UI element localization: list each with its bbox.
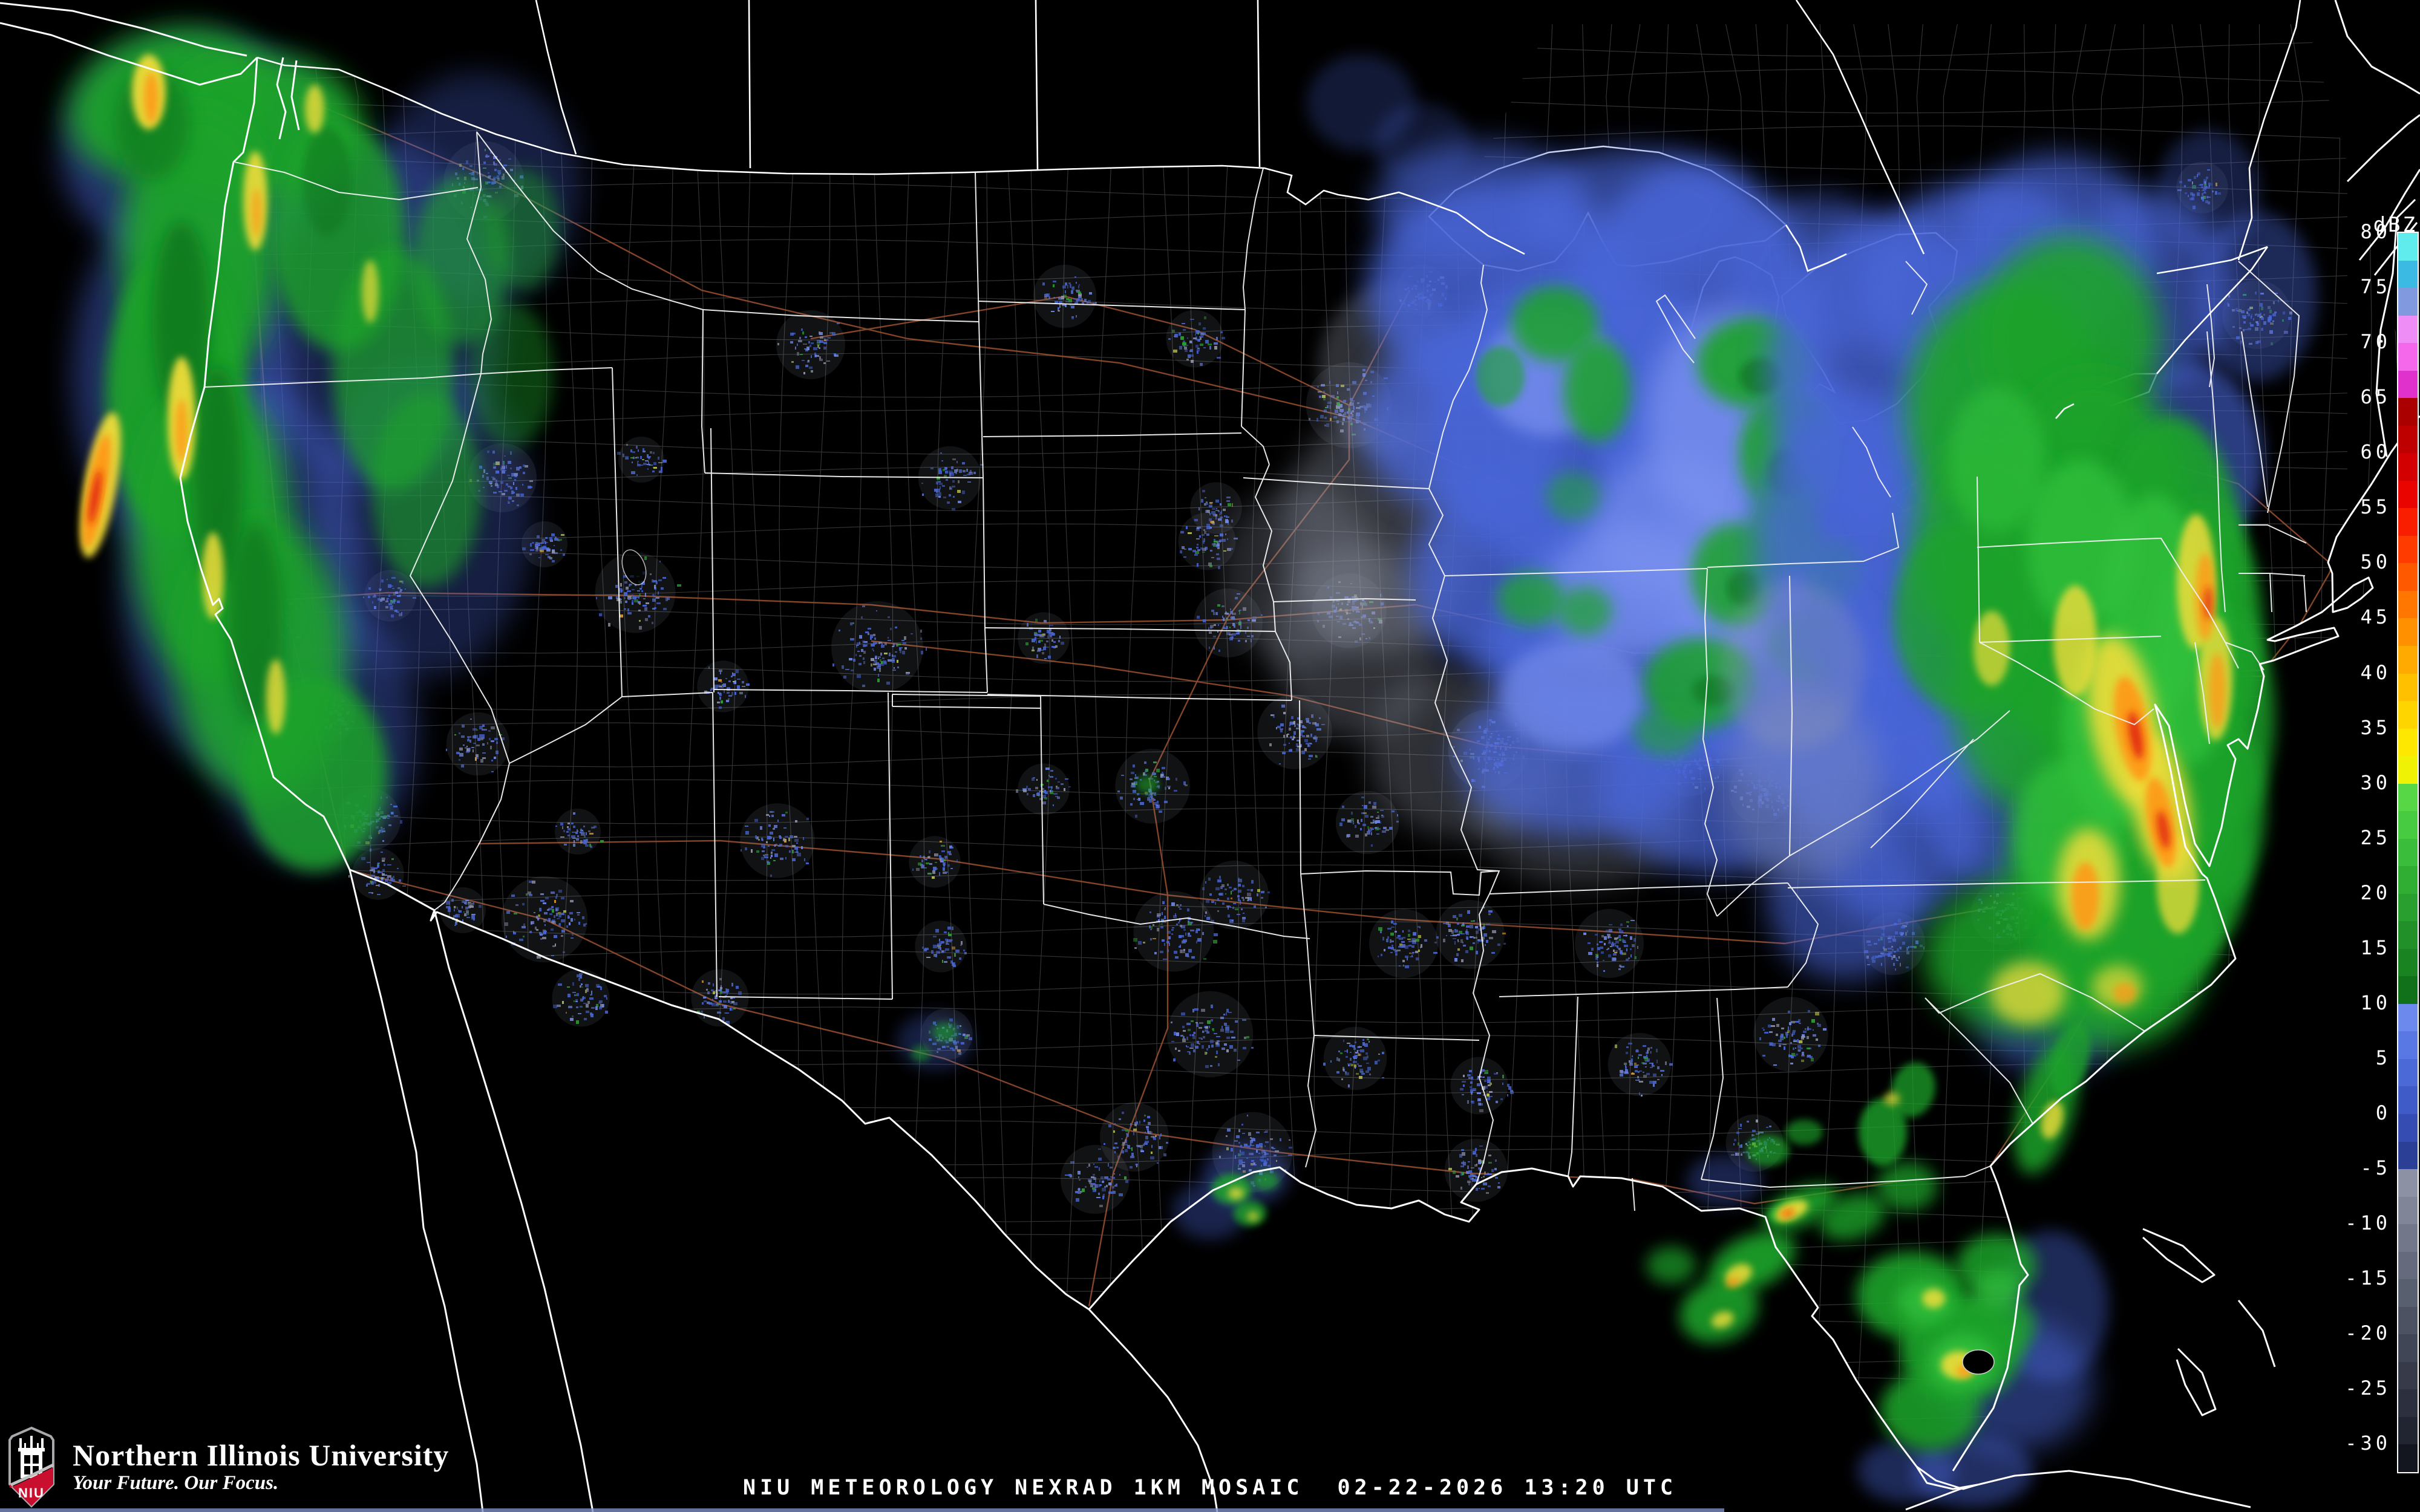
echo-region-canada-fringe (1307, 54, 2317, 381)
shield-swoosh (8, 1463, 54, 1487)
echo-region-pacific-northwest (60, 28, 581, 871)
colorbar-tick-35: 35 (2360, 715, 2391, 739)
niu-shield-logo: NIU (8, 1426, 54, 1508)
colorbar-tick-65: 65 (2360, 385, 2391, 409)
bottom-artifact-strip (0, 1508, 1724, 1512)
colorbar-tick-45: 45 (2360, 605, 2391, 629)
colorbar-tick-15: 15 (2360, 936, 2391, 959)
colorbar-tick-75: 75 (2360, 275, 2391, 299)
state-borders-layer (204, 131, 2307, 1211)
colorbar-tick-25: 25 (2360, 826, 2391, 849)
colorbar-tick-20: 20 (2360, 881, 2391, 904)
colorbar-tick-60: 60 (2360, 440, 2391, 464)
colorbar-tick--25: -25 (2345, 1377, 2391, 1400)
colorbar-tick-80: 80 (2360, 220, 2391, 243)
shield-monogram: NIU (18, 1485, 45, 1501)
colorbar-tick-50: 50 (2360, 550, 2391, 574)
colorbar-tick-5: 5 (2375, 1046, 2391, 1069)
colorbar-tick-55: 55 (2360, 495, 2391, 519)
shield-red-band (10, 1467, 53, 1506)
product-caption: NIU METEOROLOGY NEXRAD 1KM MOSAIC 02-22-… (743, 1476, 1677, 1500)
colorbar-tick--30: -30 (2345, 1432, 2391, 1455)
colorbar-tick--10: -10 (2345, 1211, 2391, 1235)
colorbar-tick-70: 70 (2360, 330, 2391, 354)
colorbar-tick--20: -20 (2345, 1321, 2391, 1345)
canada-border-layer (257, 0, 2301, 1375)
university-wordmark: Northern Illinois University (73, 1438, 450, 1472)
echo-region-northeast-storm (1719, 154, 2275, 1074)
colorbar-tick-30: 30 (2360, 771, 2391, 794)
colorbar-tick-40: 40 (2360, 660, 2391, 684)
colorbar-tick--15: -15 (2345, 1266, 2391, 1290)
reflectivity-colorbar (2397, 232, 2419, 1473)
colorbar-tick-0: 0 (2375, 1101, 2391, 1125)
castle-windows (24, 1455, 39, 1475)
echo-region-southeast-florida-gulf (897, 775, 2108, 1507)
colorbar-tick-10: 10 (2360, 991, 2391, 1014)
university-tagline: Your Future. Our Focus. (73, 1472, 279, 1494)
colorbar-tick--5: -5 (2360, 1156, 2391, 1180)
niu-branding: NIU Northern Illinois University Your Fu… (6, 1426, 449, 1508)
